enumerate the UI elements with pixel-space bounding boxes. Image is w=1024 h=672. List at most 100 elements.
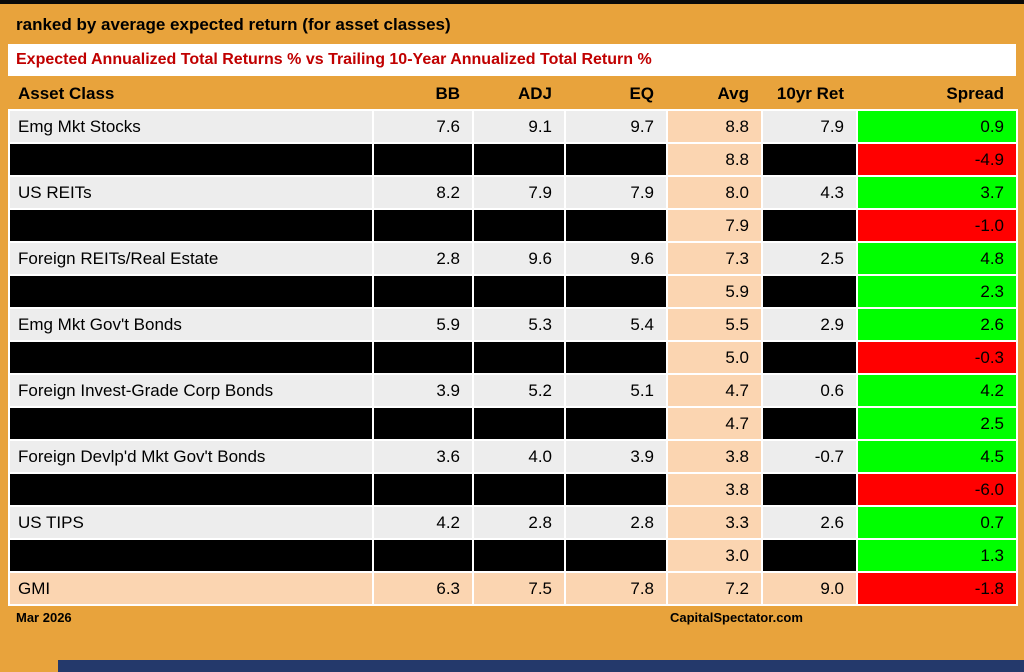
table-row: 4.7 2.5 bbox=[8, 406, 1018, 441]
tenyr-ret-cell bbox=[761, 538, 858, 573]
footer: Mar 2026 CapitalSpectator.com bbox=[8, 606, 1016, 628]
avg-cell: 4.7 bbox=[666, 373, 763, 408]
avg-cell: 3.0 bbox=[666, 538, 763, 573]
eq-cell bbox=[564, 472, 668, 507]
spread-cell: 0.7 bbox=[856, 505, 1018, 540]
eq-cell bbox=[564, 142, 668, 177]
bottom-bar bbox=[0, 660, 1024, 672]
table-row: US REITs 8.2 7.9 7.9 8.0 4.3 3.7 bbox=[8, 175, 1018, 210]
adj-cell: 7.9 bbox=[472, 175, 566, 210]
tenyr-ret-cell: -0.7 bbox=[761, 439, 858, 474]
tenyr-ret-cell: 2.5 bbox=[761, 241, 858, 276]
bb-cell: 3.6 bbox=[372, 439, 474, 474]
asset-class-cell bbox=[8, 538, 374, 573]
table-body: Emg Mkt Stocks 7.6 9.1 9.7 8.8 7.9 0.9 8… bbox=[8, 109, 1018, 606]
avg-cell: 7.2 bbox=[666, 571, 763, 606]
col-header-eq: EQ bbox=[564, 76, 668, 111]
avg-cell: 4.7 bbox=[666, 406, 763, 441]
bottom-bar-left-gap bbox=[0, 660, 58, 672]
table-row: 7.9 -1.0 bbox=[8, 208, 1018, 243]
bb-cell bbox=[372, 472, 474, 507]
eq-cell bbox=[564, 340, 668, 375]
bb-cell bbox=[372, 406, 474, 441]
bb-cell: 8.2 bbox=[372, 175, 474, 210]
asset-class-cell bbox=[8, 340, 374, 375]
tenyr-ret-cell: 2.6 bbox=[761, 505, 858, 540]
avg-cell: 8.8 bbox=[666, 142, 763, 177]
asset-class-cell: Foreign Devlp'd Mkt Gov't Bonds bbox=[8, 439, 374, 474]
adj-cell: 5.2 bbox=[472, 373, 566, 408]
adj-cell: 9.6 bbox=[472, 241, 566, 276]
asset-class-cell bbox=[8, 472, 374, 507]
adj-cell bbox=[472, 406, 566, 441]
table-row: 8.8 -4.9 bbox=[8, 142, 1018, 177]
bottom-bar-navy-strip bbox=[58, 660, 1024, 672]
spread-cell: 4.5 bbox=[856, 439, 1018, 474]
table-row: Foreign REITs/Real Estate 2.8 9.6 9.6 7.… bbox=[8, 241, 1018, 276]
asset-class-cell bbox=[8, 142, 374, 177]
tenyr-ret-cell: 2.9 bbox=[761, 307, 858, 342]
tenyr-ret-cell: 9.0 bbox=[761, 571, 858, 606]
table-row: 3.0 1.3 bbox=[8, 538, 1018, 573]
table-row: Foreign Devlp'd Mkt Gov't Bonds 3.6 4.0 … bbox=[8, 439, 1018, 474]
spread-cell: -1.8 bbox=[856, 571, 1018, 606]
spread-cell: 1.3 bbox=[856, 538, 1018, 573]
avg-cell: 5.9 bbox=[666, 274, 763, 309]
table-row: US TIPS 4.2 2.8 2.8 3.3 2.6 0.7 bbox=[8, 505, 1018, 540]
spread-cell: 0.9 bbox=[856, 109, 1018, 144]
spread-cell: -1.0 bbox=[856, 208, 1018, 243]
eq-cell: 3.9 bbox=[564, 439, 668, 474]
adj-cell: 7.5 bbox=[472, 571, 566, 606]
avg-cell: 3.8 bbox=[666, 439, 763, 474]
avg-cell: 8.8 bbox=[666, 109, 763, 144]
spread-cell: 2.3 bbox=[856, 274, 1018, 309]
avg-cell: 5.0 bbox=[666, 340, 763, 375]
adj-cell: 4.0 bbox=[472, 439, 566, 474]
spread-cell: -4.9 bbox=[856, 142, 1018, 177]
asset-class-cell bbox=[8, 406, 374, 441]
footer-date: Mar 2026 bbox=[16, 609, 72, 625]
adj-cell bbox=[472, 274, 566, 309]
spread-cell: 3.7 bbox=[856, 175, 1018, 210]
asset-class-cell: US REITs bbox=[8, 175, 374, 210]
bb-cell bbox=[372, 208, 474, 243]
adj-cell bbox=[472, 340, 566, 375]
asset-class-cell: Emg Mkt Stocks bbox=[8, 109, 374, 144]
adj-cell bbox=[472, 208, 566, 243]
eq-cell: 7.8 bbox=[564, 571, 668, 606]
asset-class-cell bbox=[8, 274, 374, 309]
asset-class-cell: Emg Mkt Gov't Bonds bbox=[8, 307, 374, 342]
col-header-spread: Spread bbox=[856, 76, 1018, 111]
adj-cell: 2.8 bbox=[472, 505, 566, 540]
eq-cell bbox=[564, 208, 668, 243]
tenyr-ret-cell: 4.3 bbox=[761, 175, 858, 210]
col-header-avg: Avg bbox=[666, 76, 763, 111]
spread-cell: 2.6 bbox=[856, 307, 1018, 342]
avg-cell: 8.0 bbox=[666, 175, 763, 210]
top-edge-line bbox=[0, 0, 1024, 4]
col-header-bb: BB bbox=[372, 76, 474, 111]
bb-cell bbox=[372, 142, 474, 177]
page-title: ranked by average expected return (for a… bbox=[16, 15, 451, 34]
header-row: Asset Class BB ADJ EQ Avg 10yr Ret Sprea… bbox=[8, 76, 1018, 111]
bb-cell: 4.2 bbox=[372, 505, 474, 540]
adj-cell bbox=[472, 472, 566, 507]
spread-cell: 4.8 bbox=[856, 241, 1018, 276]
tenyr-ret-cell: 0.6 bbox=[761, 373, 858, 408]
table-header: Asset Class BB ADJ EQ Avg 10yr Ret Sprea… bbox=[8, 76, 1018, 111]
spread-cell: 2.5 bbox=[856, 406, 1018, 441]
asset-class-cell: US TIPS bbox=[8, 505, 374, 540]
table-row: Foreign Invest-Grade Corp Bonds 3.9 5.2 … bbox=[8, 373, 1018, 408]
adj-cell: 5.3 bbox=[472, 307, 566, 342]
asset-class-cell: GMI bbox=[8, 571, 374, 606]
avg-cell: 3.8 bbox=[666, 472, 763, 507]
tenyr-ret-cell bbox=[761, 274, 858, 309]
table-row: Emg Mkt Gov't Bonds 5.9 5.3 5.4 5.5 2.9 … bbox=[8, 307, 1018, 342]
eq-cell bbox=[564, 538, 668, 573]
avg-cell: 3.3 bbox=[666, 505, 763, 540]
eq-cell: 9.7 bbox=[564, 109, 668, 144]
asset-class-cell bbox=[8, 208, 374, 243]
eq-cell: 5.1 bbox=[564, 373, 668, 408]
tenyr-ret-cell bbox=[761, 142, 858, 177]
